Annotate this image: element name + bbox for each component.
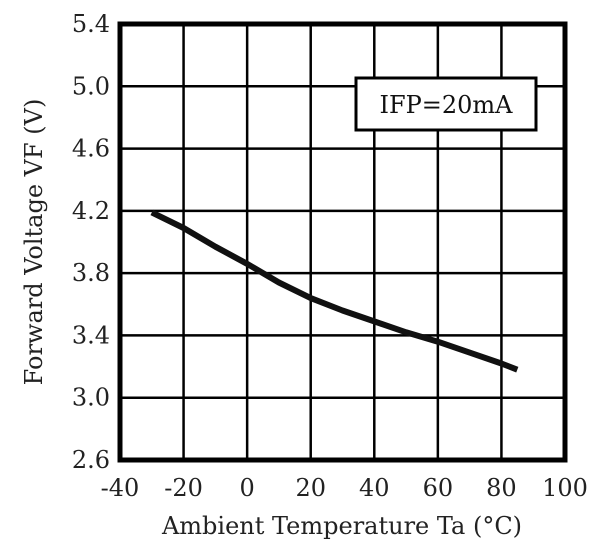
x-tick-label: 40 xyxy=(359,474,390,502)
x-axis-label: Ambient Temperature Ta (°C) xyxy=(161,512,522,540)
series-line xyxy=(150,209,519,373)
legend-label: IFP=20mA xyxy=(379,91,513,119)
y-tick-labels: 2.6 3.0 3.4 3.8 4.2 4.6 5.0 5.4 xyxy=(72,10,110,474)
x-tick-label: -40 xyxy=(101,474,140,502)
y-tick-label: 5.4 xyxy=(72,10,110,38)
y-tick-label: 4.6 xyxy=(72,135,110,163)
y-axis-label: Forward Voltage VF (V) xyxy=(20,99,48,386)
x-tick-label: 100 xyxy=(542,474,588,502)
y-tick-label: 2.6 xyxy=(72,446,110,474)
y-tick-label: 3.8 xyxy=(72,259,110,287)
y-tick-label: 5.0 xyxy=(72,72,110,100)
x-tick-label: 0 xyxy=(240,474,255,502)
x-tick-label: 60 xyxy=(423,474,454,502)
legend-box xyxy=(354,76,538,132)
y-tick-label: 3.0 xyxy=(72,384,110,412)
x-tick-label: 80 xyxy=(486,474,517,502)
x-tick-label: 20 xyxy=(295,474,326,502)
x-tick-label: -20 xyxy=(164,474,203,502)
plot-frame xyxy=(117,21,568,463)
y-tick-label: 3.4 xyxy=(72,321,110,349)
legend: IFP=20mA xyxy=(354,76,538,132)
x-tick-labels: -40 -20 0 20 40 60 80 100 xyxy=(101,474,588,502)
series-layer xyxy=(150,209,519,373)
y-tick-label: 4.2 xyxy=(72,197,110,225)
